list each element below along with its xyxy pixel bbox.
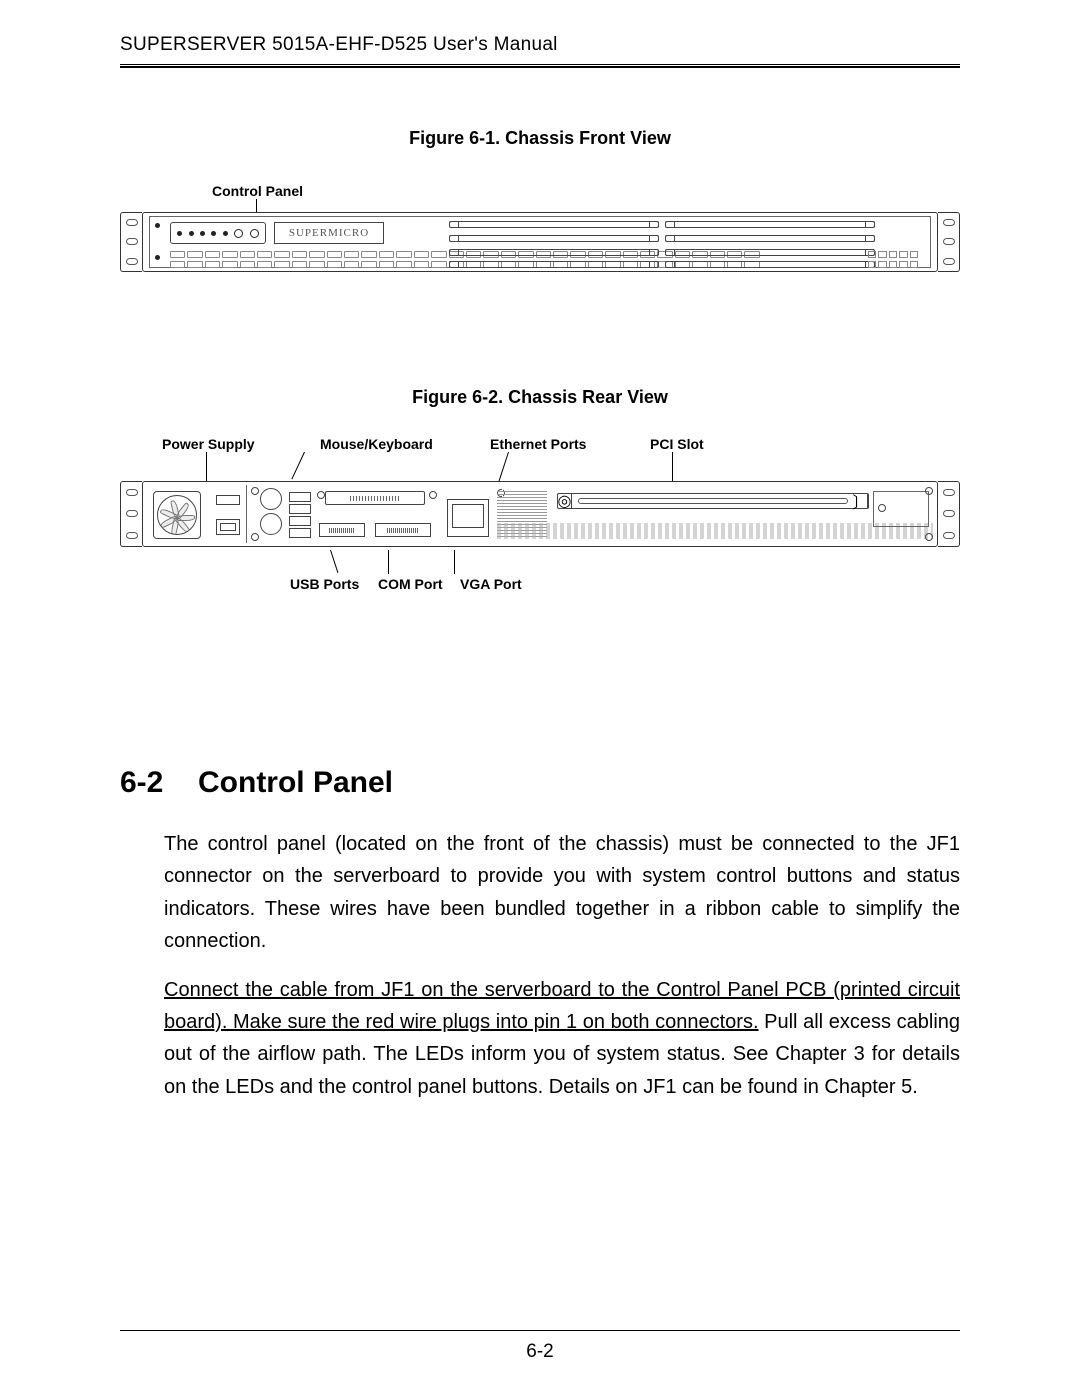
rack-ear-left xyxy=(120,212,142,272)
chassis-inner-frame: SUPERMICRO xyxy=(149,216,931,268)
drive-bar xyxy=(450,261,658,268)
brand-plate: SUPERMICRO xyxy=(274,222,384,244)
drive-bar xyxy=(666,261,874,268)
screw-icon xyxy=(429,491,437,499)
screw-icon xyxy=(317,491,325,499)
screw-icon xyxy=(925,533,933,541)
leader-line xyxy=(206,452,207,482)
leader-line xyxy=(291,452,305,480)
drive-bar xyxy=(666,221,874,228)
leader-line xyxy=(454,550,455,574)
drive-bar xyxy=(450,221,658,228)
leader-line xyxy=(330,550,338,573)
callout-com: COM Port xyxy=(378,576,443,592)
callout-mouse-keyboard: Mouse/Keyboard xyxy=(320,436,433,452)
drive-bar xyxy=(666,235,874,242)
drive-bar xyxy=(450,249,658,256)
rack-ear-left xyxy=(120,481,142,547)
callout-power-supply: Power Supply xyxy=(162,436,255,452)
knockout-panel xyxy=(873,491,929,527)
chassis-rear-figure: Power Supply Mouse/Keyboard Ethernet Por… xyxy=(120,426,960,676)
com-port-icon xyxy=(319,523,365,537)
section-paragraph-2: Connect the cable from JF1 on the server… xyxy=(164,974,960,1104)
page-header: SUPERSERVER 5015A-EHF-D525 User's Manual xyxy=(120,34,960,64)
usb-stack xyxy=(287,490,313,540)
ps2-stack xyxy=(257,485,285,538)
section-paragraph-1: The control panel (located on the front … xyxy=(164,828,960,958)
rear-right-region: ◎ 〕 xyxy=(497,485,933,543)
callout-control-panel: Control Panel xyxy=(212,183,303,199)
drive-bar xyxy=(450,235,658,242)
drive-bar xyxy=(666,249,874,256)
chassis-front-figure: Control Panel SUPERMICRO xyxy=(120,167,960,297)
rivet xyxy=(155,223,160,228)
ps2-port-icon xyxy=(260,488,282,510)
callout-ethernet: Ethernet Ports xyxy=(490,436,586,452)
callout-vga: VGA Port xyxy=(460,576,522,592)
figure-6-1-caption: Figure 6-1. Chassis Front View xyxy=(120,128,960,149)
vga-port-icon xyxy=(375,523,431,537)
section-heading: 6-2Control Panel xyxy=(120,766,960,800)
io-region xyxy=(257,485,447,543)
mini-vent xyxy=(868,261,918,268)
psu-switch xyxy=(216,495,240,505)
screw-icon xyxy=(925,487,933,495)
ps2-port-icon xyxy=(260,513,282,535)
chassis-front-body: SUPERMICRO xyxy=(142,212,938,272)
header-rule xyxy=(120,64,960,68)
rack-ear-right xyxy=(938,481,960,547)
callout-pci: PCI Slot xyxy=(650,436,704,452)
callout-usb: USB Ports xyxy=(290,576,359,592)
header-model: 5015A-EHF-D525 xyxy=(272,34,427,55)
leader-line xyxy=(672,452,673,482)
header-brand: SUPERSERVER xyxy=(120,34,267,55)
vent-strip xyxy=(497,523,933,539)
leader-line xyxy=(388,550,389,574)
parallel-port-icon xyxy=(325,491,425,505)
section-title: Control Panel xyxy=(198,766,393,799)
ethernet-ports-icon xyxy=(447,499,489,537)
mini-vent xyxy=(868,251,918,258)
section-number: 6-2 xyxy=(120,766,198,800)
psu-fan-icon xyxy=(153,491,201,539)
power-supply-module xyxy=(147,485,247,543)
rack-ear-right xyxy=(938,212,960,272)
pci-slot: ◎ 〕 xyxy=(557,493,869,509)
footer-rule xyxy=(120,1330,960,1331)
page-number: 6-2 xyxy=(0,1341,1080,1363)
chassis-rear-body: ◎ 〕 xyxy=(142,481,938,547)
header-suffix: User's Manual xyxy=(433,34,558,55)
rivet xyxy=(155,255,160,260)
leader-line xyxy=(498,452,509,485)
control-panel-module xyxy=(170,222,266,244)
psu-ac-inlet xyxy=(216,519,240,535)
rear-inner: ◎ 〕 xyxy=(147,485,933,543)
figure-6-2-caption: Figure 6-2. Chassis Rear View xyxy=(120,387,960,408)
